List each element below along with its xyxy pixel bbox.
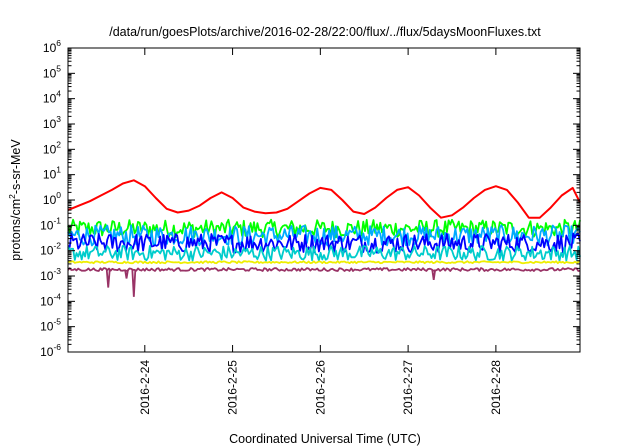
y-tick-label: 102 [43, 139, 61, 156]
flux-series-line [67, 179, 581, 219]
flux-spike [431, 269, 437, 281]
x-tick-label: 2016-2-28 [489, 360, 503, 415]
flux-band-series [67, 267, 581, 272]
y-tick-label: 10-5 [40, 317, 61, 334]
y-tick-label: 10-2 [40, 241, 61, 258]
ticks-layer: 10-6 10-5 10-4 10-3 10-2 10-1 100 101 102 103 104 1… [40, 38, 580, 415]
x-tick-label: 2016-2-26 [313, 360, 327, 415]
y-tick-label: 10-3 [40, 266, 61, 283]
chart-title: /data/run/goesPlots/archive/2016-02-28/2… [109, 25, 541, 39]
x-tick-label: 2016-2-25 [226, 360, 240, 415]
y-tick-label: 105 [43, 63, 61, 80]
y-tick-label: 10-6 [40, 342, 61, 359]
series-layer [67, 179, 581, 297]
x-tick-label: 2016-2-24 [138, 360, 152, 415]
x-tick-label: 2016-2-27 [401, 360, 415, 415]
y-axis-label: protons/cm2-s-sr-MeV [7, 139, 23, 261]
flux-band-series [67, 232, 581, 254]
flux-spike [131, 269, 137, 297]
x-axis-label: Coordinated Universal Time (UTC) [229, 432, 421, 446]
y-tick-label: 101 [43, 165, 61, 182]
y-tick-label: 10-1 [40, 215, 61, 232]
flux-band-series [67, 245, 581, 262]
flux-spike [124, 269, 129, 279]
flux-band-series [67, 224, 581, 247]
y-tick-label: 103 [43, 114, 61, 131]
y-tick-label: 10-4 [40, 291, 61, 308]
flux-band-series [67, 218, 581, 239]
plot-frame [67, 47, 581, 353]
y-tick-label: 100 [43, 190, 61, 207]
y-tick-label: 106 [43, 38, 61, 55]
y-tick-label: 104 [43, 89, 61, 106]
flux-band-series [67, 260, 581, 265]
flux-spike [105, 269, 111, 288]
